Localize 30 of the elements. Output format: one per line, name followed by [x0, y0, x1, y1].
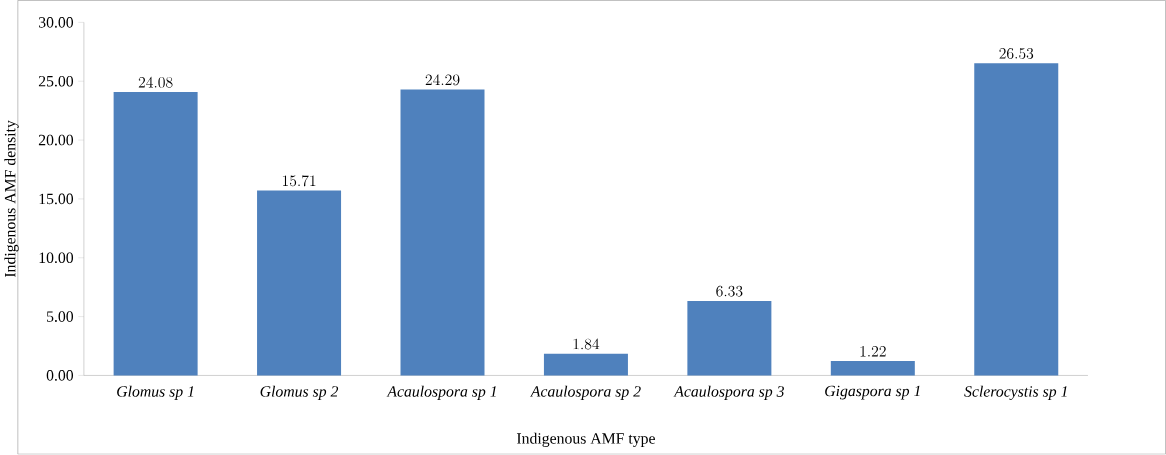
bar: [974, 63, 1059, 376]
x-tick-label: Glomus sp 2: [260, 385, 339, 401]
data-label: 26.53: [999, 48, 1034, 60]
data-label: 1 .84: [573, 338, 600, 350]
data-label: 24.08: [138, 77, 173, 88]
x-tick-label: Glomus sp 1: [117, 385, 194, 401]
y-tick-label: 30.00: [38, 17, 74, 28]
y-tick-label: 25.00: [38, 76, 74, 87]
y-axis-title: Indigenous AMF density: [4, 120, 19, 278]
data-label: 24.29: [425, 74, 460, 86]
x-tick-label: Acaulospora sp 3: [673, 385, 784, 401]
bar: [257, 190, 342, 376]
x-tick-label: Acaulospora sp 1: [386, 385, 496, 401]
bar: [830, 361, 915, 376]
y-tick-label: 15.00: [39, 193, 74, 205]
bar: [113, 92, 198, 376]
x-axis-title: Indigenous AMF type: [516, 432, 655, 448]
bar: [687, 301, 772, 376]
bar: [543, 354, 628, 376]
y-tick-label: 5.00: [47, 311, 74, 323]
data-label: 6.33: [716, 286, 743, 297]
x-tick-label: Gigaspora sp 1: [825, 385, 920, 400]
y-tick-label: 20.00: [38, 134, 74, 146]
bar: [400, 89, 485, 376]
y-tick-label: 10.00: [39, 252, 74, 264]
data-label: 15.71: [282, 175, 316, 187]
y-tick-label: 0.00: [46, 370, 74, 382]
x-tick-label: Sclerocystis sp 1: [964, 385, 1067, 401]
data-label: 1 .22: [860, 346, 886, 357]
x-tick-label: Acaulospora sp 2: [529, 385, 641, 401]
